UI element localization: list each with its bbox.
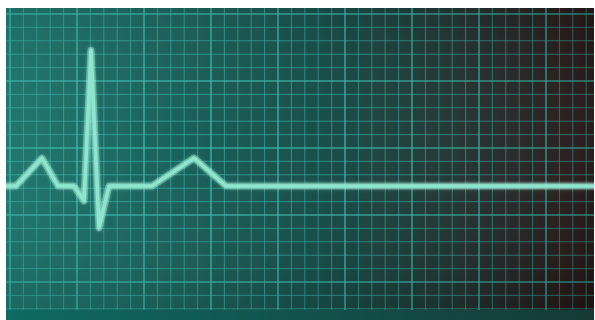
- monitor-vignette: [6, 8, 594, 310]
- bottom-strip: [6, 310, 594, 320]
- ecg-trace-line: [6, 48, 594, 230]
- ecg-display: [6, 8, 594, 310]
- ecg-monitor-panel: [6, 8, 594, 310]
